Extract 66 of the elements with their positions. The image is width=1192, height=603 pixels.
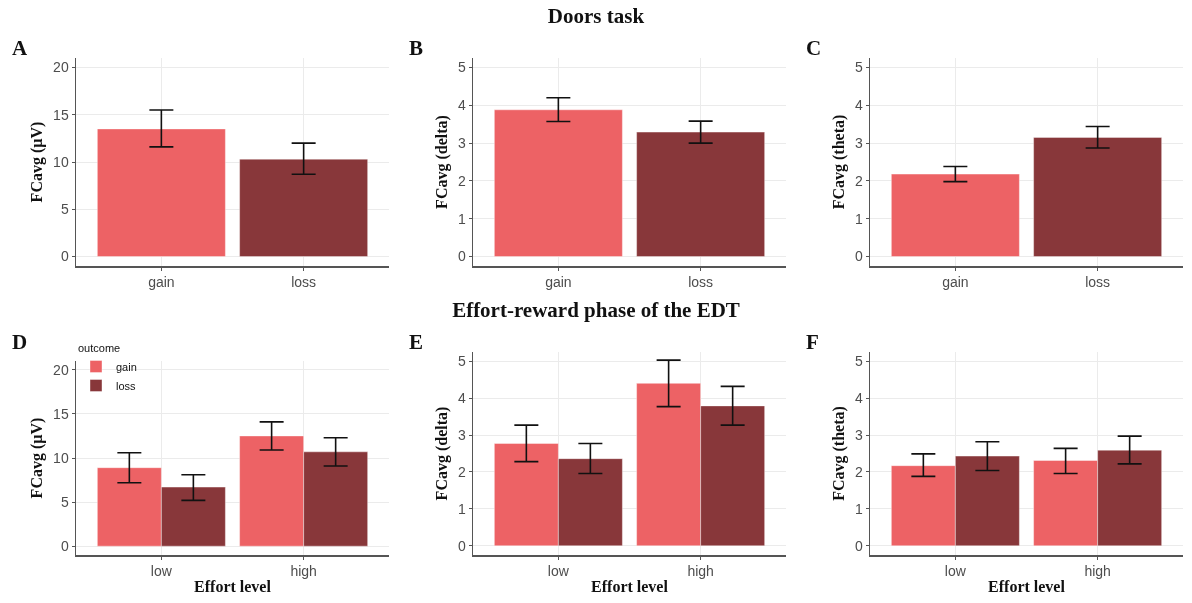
y-axis-title: FCavg (theta) <box>830 406 849 501</box>
y-tick-label: 5 <box>854 353 863 370</box>
y-tick-label: 3 <box>854 426 863 443</box>
y-tick-label: 2 <box>854 463 863 480</box>
y-tick-label: 1 <box>457 500 466 517</box>
x-tick-label: loss <box>291 274 317 291</box>
legend-label: loss <box>116 379 137 392</box>
chart-title: C <box>805 35 822 60</box>
y-tick-label: 5 <box>60 493 69 510</box>
text: Doors task <box>546 4 646 29</box>
legend-title: outcome <box>78 342 121 355</box>
y-tick-label: 4 <box>854 390 863 407</box>
y-tick-label: 2 <box>854 172 863 189</box>
chart-title: E <box>408 329 423 354</box>
y-tick-label: 0 <box>457 537 466 554</box>
y-tick-label: 5 <box>457 59 466 76</box>
chart-title: D <box>11 329 28 354</box>
y-tick-label: 1 <box>457 210 466 227</box>
x-tick-label: loss <box>688 274 714 291</box>
x-tick-label: low <box>547 563 570 580</box>
x-axis-title: Effort level <box>591 577 669 595</box>
y-tick-label: 15 <box>53 106 69 123</box>
y-tick-label: 4 <box>457 390 466 407</box>
y-tick-label: 4 <box>457 97 466 114</box>
y-tick-label: 20 <box>53 361 69 378</box>
y-tick-label: 1 <box>854 500 863 517</box>
y-tick-label: 0 <box>854 248 863 265</box>
y-tick-label: 0 <box>457 248 466 265</box>
y-tick-label: 10 <box>53 449 69 466</box>
y-axis-title: FCavg (delta) <box>433 406 452 501</box>
x-tick-label: gain <box>148 274 175 291</box>
legend-label: gain <box>116 360 137 373</box>
y-tick-label: 10 <box>53 153 69 170</box>
x-axis-title: Effort level <box>988 577 1066 595</box>
x-tick-label: gain <box>545 274 572 291</box>
x-tick-label: high <box>290 563 317 580</box>
y-tick-label: 2 <box>457 463 466 480</box>
y-tick-label: 0 <box>854 537 863 554</box>
y-tick-label: 0 <box>60 248 69 265</box>
y-axis-title: FCavg (theta) <box>830 114 849 210</box>
text: Effort-reward phase of the EDT <box>451 298 741 323</box>
y-tick-label: 15 <box>53 405 69 422</box>
y-tick-label: 1 <box>854 210 863 227</box>
y-tick-label: 3 <box>457 426 466 443</box>
x-axis-title: Effort level <box>194 577 272 595</box>
y-axis-title: FCavg (µV) <box>28 417 47 499</box>
x-tick-label: loss <box>1085 274 1111 291</box>
y-tick-label: 5 <box>457 353 466 370</box>
y-axis-title: FCavg (µV) <box>28 121 47 203</box>
y-tick-label: 4 <box>854 97 863 114</box>
x-tick-label: high <box>687 563 714 580</box>
y-axis-title: FCavg (delta) <box>433 115 452 209</box>
y-tick-label: 5 <box>854 59 863 76</box>
y-tick-label: 20 <box>53 59 69 76</box>
y-tick-label: 3 <box>854 134 863 151</box>
x-tick-label: gain <box>942 274 969 291</box>
y-tick-label: 0 <box>60 538 69 555</box>
y-tick-label: 5 <box>60 201 69 218</box>
y-tick-label: 2 <box>457 172 466 189</box>
chart-title: B <box>408 35 423 60</box>
y-tick-label: 3 <box>457 134 466 151</box>
x-tick-label: high <box>1084 563 1111 580</box>
chart-title: F <box>805 329 819 354</box>
chart-title: A <box>11 35 28 60</box>
x-tick-label: low <box>150 563 173 580</box>
x-tick-label: low <box>944 563 967 580</box>
